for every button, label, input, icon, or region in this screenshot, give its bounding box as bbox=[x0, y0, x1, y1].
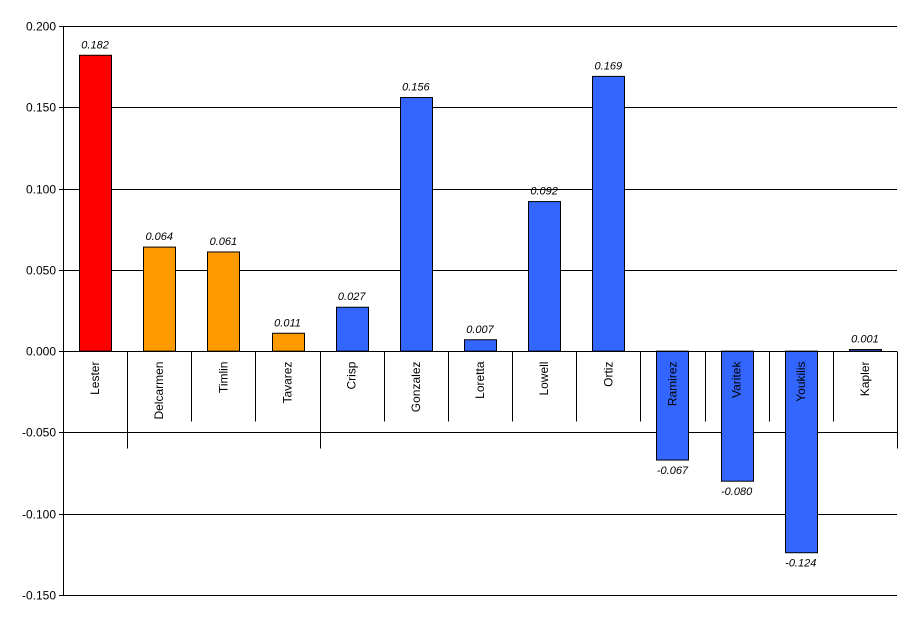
data-label-lowell: 0.092 bbox=[530, 186, 558, 198]
data-labels: 0.182 0.064 0.061 0.011 0.027 0.156 0.007 0.092… bbox=[81, 39, 878, 569]
y-tick-label: 0.150 bbox=[26, 101, 56, 115]
y-tick-label: 0.000 bbox=[26, 345, 56, 359]
category-label-crisp: Crisp bbox=[345, 361, 359, 389]
bars bbox=[79, 54, 882, 554]
bar-gonzalez bbox=[400, 97, 433, 352]
data-label-tavarez: 0.011 bbox=[274, 317, 301, 329]
data-label-ramirez: -0.067 bbox=[657, 465, 689, 477]
bar-varitek bbox=[721, 350, 754, 482]
category-label-varitek: Varitek bbox=[730, 361, 744, 398]
bar-timlin bbox=[207, 251, 240, 352]
bar-youkilis bbox=[785, 350, 818, 554]
data-label-crisp: 0.027 bbox=[338, 291, 366, 303]
category-label-timlin: Timlin bbox=[216, 362, 230, 394]
bar-tavarez bbox=[272, 332, 305, 352]
data-label-gonzalez: 0.156 bbox=[402, 82, 430, 94]
y-tick-label: -0.050 bbox=[22, 426, 56, 440]
y-axis: 0.200 0.150 0.100 0.050 0.000 -0.050 -0.100 -0.… bbox=[22, 20, 64, 603]
bar-delcarmen bbox=[143, 246, 176, 352]
category-label-delcarmen: Delcarmen bbox=[152, 362, 166, 420]
y-tick-label: -0.150 bbox=[22, 589, 56, 603]
category-label-lester: Lester bbox=[88, 362, 102, 395]
data-label-loretta: 0.007 bbox=[466, 324, 494, 336]
bar-crisp bbox=[336, 306, 369, 352]
data-label-lester: 0.182 bbox=[81, 39, 109, 51]
category-label-loretta: Loretta bbox=[473, 361, 487, 399]
category-label-tavarez: Tavarez bbox=[281, 362, 295, 404]
category-label-ramirez: Ramirez bbox=[665, 362, 679, 407]
data-label-timlin: 0.061 bbox=[210, 236, 238, 248]
y-tick-label: 0.200 bbox=[26, 20, 56, 34]
data-label-delcarmen: 0.064 bbox=[145, 231, 173, 243]
bar-lester bbox=[79, 54, 112, 352]
bar-kapler bbox=[849, 349, 882, 352]
category-label-kapler: Kapler bbox=[858, 361, 872, 396]
data-label-ortiz: 0.169 bbox=[595, 60, 623, 72]
bar-ramirez bbox=[656, 350, 689, 461]
bar-lowell bbox=[528, 201, 561, 352]
category-label-gonzalez: Gonzalez bbox=[409, 362, 423, 413]
category-label-lowell: Lowell bbox=[537, 362, 551, 396]
y-tick-label: 0.100 bbox=[26, 183, 56, 197]
category-label-ortiz: Ortiz bbox=[601, 362, 615, 387]
category-label-youkilis: Youkilis bbox=[794, 362, 808, 402]
y-tick-label: 0.050 bbox=[26, 264, 56, 278]
y-tick-label: -0.100 bbox=[22, 508, 56, 522]
data-label-varitek: -0.080 bbox=[721, 486, 753, 498]
data-label-kapler: 0.001 bbox=[851, 334, 879, 346]
bar-ortiz bbox=[592, 75, 625, 352]
gridlines bbox=[63, 26, 897, 596]
bar-loretta bbox=[464, 339, 497, 352]
data-label-youkilis: -0.124 bbox=[785, 558, 816, 570]
x-axis: Lester Delcarmen Timlin Tavarez Crisp Gonzale… bbox=[63, 351, 898, 449]
